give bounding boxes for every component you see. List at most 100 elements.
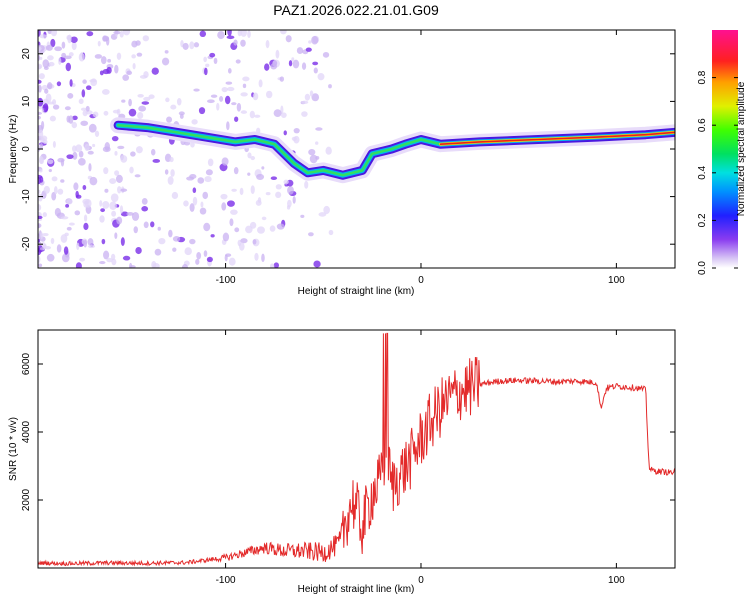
spectrogram-ytick-label: 20 (21, 48, 32, 60)
noise-speckle (226, 86, 235, 92)
noise-speckle (296, 47, 304, 55)
noise-speckle (133, 226, 138, 234)
noise-speckle (94, 54, 103, 59)
noise-speckle (74, 210, 81, 216)
noise-speckle (60, 159, 65, 167)
noise-speckle (228, 257, 236, 266)
colorbar: 0.0 0.2 0.4 0.6 0.8 Normalized spectral ampl… (697, 30, 747, 275)
colorbar-tick-label: 0.0 (697, 261, 708, 275)
noise-speckle (287, 185, 294, 195)
noise-speckle (172, 247, 177, 252)
noise-speckle (106, 257, 113, 263)
noise-speckle (104, 188, 109, 193)
noise-speckle (234, 116, 239, 122)
noise-speckle (51, 176, 58, 182)
noise-speckle (137, 93, 144, 98)
noise-speckle (75, 262, 82, 268)
noise-speckle (47, 55, 54, 61)
noise-speckle (102, 146, 111, 153)
noise-speckle (122, 255, 131, 261)
noise-speckle (75, 190, 79, 198)
noise-speckle (207, 158, 214, 167)
noise-speckle (78, 150, 84, 158)
noise-speckle (275, 184, 282, 190)
noise-speckle (231, 188, 237, 192)
spectrogram-xtick-label: -100 (216, 275, 236, 286)
noise-speckle (94, 130, 100, 137)
noise-speckle (61, 41, 66, 49)
noise-speckle (137, 111, 144, 119)
noise-speckle (38, 73, 45, 80)
noise-speckle (79, 257, 86, 262)
noise-speckle (121, 99, 126, 103)
noise-speckle (100, 208, 105, 213)
noise-speckle (71, 41, 77, 51)
noise-speckle (117, 186, 122, 194)
noise-speckle (179, 113, 184, 119)
noise-speckle (328, 84, 332, 89)
noise-speckle (220, 193, 228, 200)
noise-speckle (38, 54, 41, 62)
noise-speckle (111, 136, 119, 142)
noise-speckle (199, 30, 207, 38)
noise-speckle (85, 105, 90, 112)
noise-speckle (38, 263, 43, 268)
noise-speckle (258, 79, 263, 88)
noise-speckle (82, 184, 87, 190)
noise-speckle (151, 67, 159, 75)
noise-speckle (150, 221, 155, 228)
noise-speckle (38, 238, 41, 243)
noise-speckle (301, 111, 308, 117)
spectrogram-xtick-label: 0 (418, 275, 424, 286)
noise-speckle (114, 64, 119, 74)
noise-speckle (67, 34, 72, 44)
noise-speckle (143, 96, 151, 101)
noise-speckle (315, 156, 320, 160)
noise-speckle (269, 225, 276, 232)
noise-speckle (100, 56, 107, 65)
noise-speckle (265, 191, 271, 196)
noise-speckle (48, 61, 55, 67)
noise-speckle (88, 244, 96, 249)
noise-speckle (170, 169, 175, 177)
noise-speckle (189, 203, 195, 212)
noise-speckle (114, 170, 120, 176)
noise-speckle (43, 185, 50, 194)
noise-speckle (195, 258, 200, 265)
noise-speckle (265, 90, 273, 99)
noise-speckle (242, 76, 250, 82)
noise-speckle (67, 92, 74, 99)
noise-speckle (304, 93, 311, 101)
snr-ytick-label: 6000 (21, 352, 32, 375)
noise-speckle (66, 226, 72, 231)
noise-speckle (239, 242, 245, 251)
noise-speckle (231, 102, 237, 106)
noise-speckle (68, 115, 74, 124)
noise-speckle (58, 57, 62, 65)
noise-speckle (171, 191, 179, 199)
ridge-hot-core (439, 131, 675, 145)
noise-speckle (309, 90, 314, 97)
noise-speckle (86, 31, 94, 37)
noise-speckle (115, 174, 123, 183)
noise-speckle (111, 210, 117, 217)
noise-speckle (60, 179, 65, 183)
noise-speckle (126, 70, 133, 76)
noise-speckle (227, 200, 235, 207)
noise-speckle (283, 130, 287, 136)
noise-speckle (83, 200, 89, 208)
noise-speckle (328, 229, 334, 236)
noise-speckle (85, 85, 92, 91)
noise-speckle (39, 168, 43, 173)
noise-speckle (78, 52, 85, 62)
noise-speckle (193, 88, 200, 92)
noise-speckle (230, 209, 238, 215)
noise-speckle (49, 115, 56, 122)
noise-speckle (216, 102, 220, 111)
noise-speckle (261, 216, 267, 221)
noise-speckle (227, 30, 232, 37)
noise-speckle (315, 127, 323, 131)
noise-speckle (293, 135, 300, 144)
noise-speckle (114, 232, 118, 239)
figure-title: PAZ1.2026.022.21.01.G09 (273, 2, 439, 18)
